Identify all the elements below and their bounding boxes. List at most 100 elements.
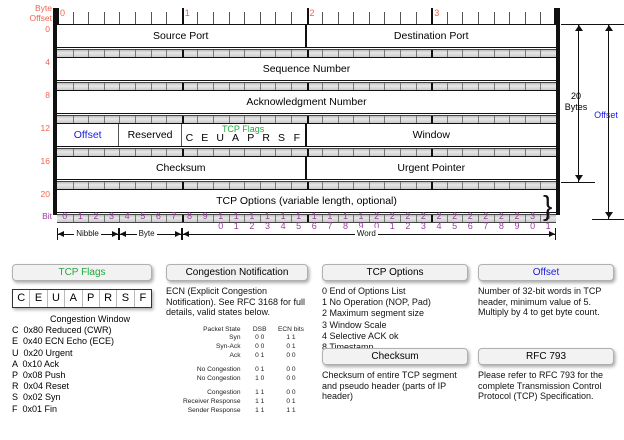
- panel-checksum-title: Checksum: [322, 348, 468, 365]
- header-field-row: Offset Reserved TCP Flags C E U A P R S F Window: [57, 123, 556, 147]
- ecn-header-cell: DSB: [252, 325, 267, 333]
- header-field-label: Reserved: [127, 129, 173, 141]
- ecn-dsb-cell: 0 0: [255, 342, 265, 350]
- ecn-state-cell: Ack: [229, 351, 241, 359]
- byte-offset-label: 4: [45, 57, 50, 67]
- header-field-label: Window: [412, 129, 450, 141]
- ecn-dsb-cell: 0 0: [255, 334, 265, 342]
- bit-number: 4: [124, 211, 130, 221]
- panel-rfc793-title: RFC 793: [478, 348, 614, 365]
- tcp-flag-box-letter: U: [48, 290, 66, 307]
- tcp-flag-box-letter: R: [100, 290, 118, 307]
- header-field-label: Destination Port: [393, 30, 469, 42]
- tcp-flag-legend-item: P 0x08 Push: [12, 370, 66, 381]
- ecn-bits-cell: 0 0: [286, 351, 296, 359]
- panel-tcp-flags-title: TCP Flags: [12, 264, 152, 281]
- tcp-flag-legend-item: F 0x01 Fin: [12, 403, 58, 414]
- header-field-label: Sequence Number: [262, 63, 351, 75]
- panel-tcp-options-title: TCP Options: [322, 264, 468, 281]
- header-field: Sequence Number: [57, 58, 556, 80]
- vertical-measure-label: Offset: [594, 109, 618, 120]
- header-field-row: Sequence Number: [57, 57, 556, 81]
- vertical-measure-label: 20 Bytes: [564, 91, 588, 112]
- diagram-left-rail: [53, 8, 57, 215]
- header-field: Source Port: [57, 25, 307, 47]
- panel-checksum: Checksum Checksum of entire TCP segment …: [322, 348, 468, 402]
- ecn-table-row: No Congestion 0 1 0 0: [166, 366, 308, 375]
- bit-number: 6: [155, 211, 161, 221]
- bit-number: 0: [62, 211, 68, 221]
- header-field: Window: [307, 124, 557, 146]
- diagram-right-rail: [556, 8, 560, 215]
- unit-measure: Byte: [119, 228, 182, 240]
- ecn-state-cell: Congestion: [207, 389, 241, 397]
- panel-congestion-title: Congestion Notification: [166, 264, 308, 281]
- header-field-label: Source Port: [153, 30, 209, 42]
- tcp-flag-legend-item: S 0x02 Syn: [12, 392, 61, 403]
- ecn-bits-cell: 0 0: [286, 366, 296, 374]
- tcp-option-item: 8 Timestamp: [322, 342, 468, 353]
- header-field: Offset: [57, 124, 120, 146]
- tcp-flag-legend-item: R 0x04 Reset: [12, 381, 70, 392]
- ecn-bits-cell: 1 1: [286, 334, 296, 342]
- ecn-dsb-cell: 0 1: [255, 366, 265, 374]
- byte-offset-axis-title: Byte Offset: [29, 3, 52, 23]
- byte-ruler-label: 1: [184, 8, 190, 18]
- tcp-option-item: 0 End of Options List: [322, 286, 406, 296]
- header-field-label: TCP Options (variable length, optional): [216, 195, 397, 207]
- header-field-label: Urgent Pointer: [397, 162, 466, 174]
- header-field-row: Source Port Destination Port: [57, 24, 556, 48]
- header-field: TCP Flags C E U A P R S F: [182, 124, 307, 146]
- header-field: Reserved: [119, 124, 182, 146]
- ecn-bits-cell: 1 1: [286, 406, 296, 414]
- ecn-state-cell: No Congestion: [196, 366, 241, 374]
- tcp-options-list: 0 End of Options List 1 No Operation (NOP…: [322, 281, 468, 353]
- byte-ruler-label: 3: [434, 8, 440, 18]
- byte-ruler: 0 1 2 3: [57, 8, 556, 24]
- ecn-table-row: Congestion 1 1 0 0: [166, 389, 308, 398]
- panel-congestion-notification: Congestion Notification ECN (Explicit Co…: [166, 264, 308, 415]
- tcp-flag-box-letter: E: [30, 290, 48, 307]
- ecn-dsb-cell: 1 1: [255, 406, 265, 414]
- ecn-header-cell: Packet State: [203, 325, 241, 333]
- tcp-flag-legend-item: U 0x20 Urgent: [12, 347, 73, 358]
- byte-offset-label: 20: [40, 189, 50, 199]
- header-field: Urgent Pointer: [307, 157, 557, 179]
- ecn-state-cell: Syn: [229, 334, 241, 342]
- byte-offset-label: 12: [40, 123, 50, 133]
- ecn-bits-cell: 0 0: [286, 389, 296, 397]
- header-field: Checksum: [57, 157, 307, 179]
- bit-number: 7: [171, 211, 177, 221]
- tcp-flags-field-label: TCP Flags: [221, 124, 265, 134]
- header-field-row: Acknowledgment Number: [57, 90, 556, 114]
- panel-rfc793: RFC 793 Please refer to RFC 793 for the …: [478, 348, 614, 402]
- panel-congestion-description: ECN (Explicit Congestion Notification). …: [166, 286, 306, 318]
- panel-checksum-description: Checksum of entire TCP segment and pseud…: [322, 370, 457, 402]
- tcp-flag-letter: R: [262, 132, 270, 144]
- panel-offset-title: Offset: [478, 264, 614, 281]
- byte-ruler-label: 0: [60, 8, 66, 18]
- tcp-flag-letter: C: [185, 132, 194, 144]
- bit-number: 2: [93, 211, 99, 221]
- ecn-table-row: No Congestion 1 0 0 0: [166, 375, 308, 384]
- ecn-table-row: Sender Response 1 1 1 1: [166, 407, 308, 416]
- ecn-table-row: Receiver Response 1 1 0 1: [166, 398, 308, 407]
- ecn-state-table: Packet State DSB ECN bits Syn 0 0 1 1 Syn-Ack 0…: [166, 326, 308, 415]
